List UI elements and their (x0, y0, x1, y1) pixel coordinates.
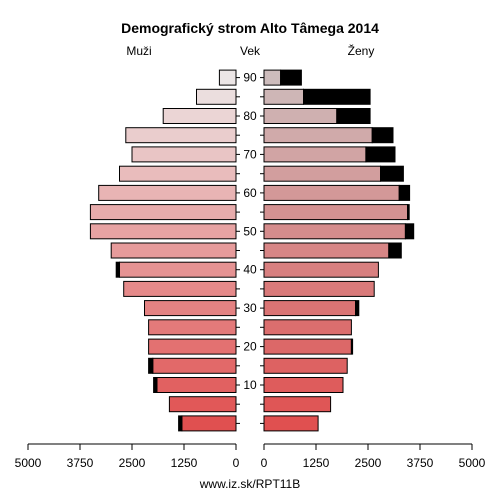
age-tick-label: 10 (243, 378, 257, 392)
male-excess-40-44 (115, 261, 120, 278)
female-excess-55-59 (407, 204, 410, 221)
female-bar-20-24 (263, 338, 352, 355)
female-bar-85-89 (263, 88, 304, 105)
male-bar-45-49 (110, 242, 237, 259)
male-bar-80-84 (162, 108, 237, 124)
male-bar-65-69 (119, 165, 237, 182)
female-x-tick-label: 2500 (355, 456, 382, 470)
female-excess-50-54 (404, 223, 415, 240)
male-x-tick-label: 3750 (67, 456, 94, 470)
chart-title: Demografický strom Alto Tâmega 2014 (121, 20, 379, 36)
female-bar-40-44 (263, 261, 379, 278)
female-excess-45-49 (388, 242, 402, 259)
age-tick-label: 40 (243, 263, 257, 277)
age-tick-label: 90 (243, 71, 257, 85)
female-excess-65-69 (380, 165, 404, 182)
female-bar-0-4 (263, 415, 319, 432)
female-excess-75-79 (371, 127, 394, 144)
male-bar-85-89 (196, 88, 237, 105)
female-x-tick-label: 5000 (459, 456, 486, 470)
male-bar-0-4 (181, 415, 237, 432)
female-bar-45-49 (263, 242, 390, 259)
axes-group: 90 80 70 60 50 40 30 20 10 5000 3750 2500 1250 0 0 1250… (15, 71, 486, 470)
male-bar-35-39 (123, 280, 237, 297)
footer-url: www.iz.sk/RPT11B (199, 477, 300, 491)
female-excess-70-74 (365, 146, 396, 163)
age-tick-label: 70 (243, 147, 257, 161)
age-tick-label: 50 (243, 224, 257, 238)
age-tick-label: 80 (243, 109, 257, 123)
female-excess-85-89 (303, 88, 371, 105)
male-bar-70-74 (131, 146, 237, 163)
male-bar-90+ (218, 69, 237, 86)
female-bar-30-34 (263, 300, 356, 317)
female-bar-80-84 (263, 108, 338, 124)
female-bar-90+ (263, 69, 282, 86)
female-bar-70-74 (263, 146, 367, 163)
female-bar-50-54 (263, 223, 406, 240)
female-bar-10-14 (263, 377, 344, 393)
male-bar-75-79 (125, 127, 237, 144)
male-bar-60-64 (98, 184, 237, 201)
male-bar-25-29 (148, 319, 237, 336)
male-bar-55-59 (89, 204, 237, 221)
age-axis-label: Vek (240, 44, 261, 58)
female-excess-30-34 (355, 300, 360, 317)
female-x-tick-label: 3750 (407, 456, 434, 470)
male-excess-0-4 (178, 415, 183, 432)
female-x-tick-label: 0 (261, 456, 268, 470)
age-tick-label: 20 (243, 340, 257, 354)
female-excess-90+ (280, 69, 302, 86)
female-excess-80-84 (336, 108, 371, 124)
female-excess-60-64 (398, 184, 411, 201)
female-excess-20-24 (350, 338, 354, 355)
bars-group (89, 69, 415, 432)
male-x-tick-label: 2500 (119, 456, 146, 470)
female-bar-5-9 (263, 396, 332, 413)
male-x-tick-label: 0 (233, 456, 240, 470)
female-x-tick-label: 1250 (303, 456, 330, 470)
male-bar-40-44 (119, 261, 237, 278)
female-bar-15-19 (263, 357, 348, 374)
female-bar-65-69 (263, 165, 381, 182)
age-tick-label: 60 (243, 186, 257, 200)
male-bar-5-9 (168, 396, 237, 413)
age-tick-label: 30 (243, 301, 257, 315)
female-bar-60-64 (263, 184, 400, 201)
male-bar-30-34 (144, 300, 237, 317)
female-bar-75-79 (263, 127, 373, 144)
male-bar-15-19 (152, 357, 237, 374)
male-bar-20-24 (148, 338, 237, 355)
male-excess-10-14 (153, 377, 158, 393)
male-label: Muži (126, 44, 151, 58)
male-x-tick-label: 5000 (15, 456, 42, 470)
female-bar-35-39 (263, 280, 375, 297)
female-bar-55-59 (263, 204, 408, 221)
male-x-tick-label: 1250 (171, 456, 198, 470)
male-excess-15-19 (148, 357, 154, 374)
male-bar-10-14 (156, 377, 237, 393)
female-label: Ženy (348, 43, 375, 58)
male-bar-50-54 (89, 223, 237, 240)
female-bar-25-29 (263, 319, 352, 336)
